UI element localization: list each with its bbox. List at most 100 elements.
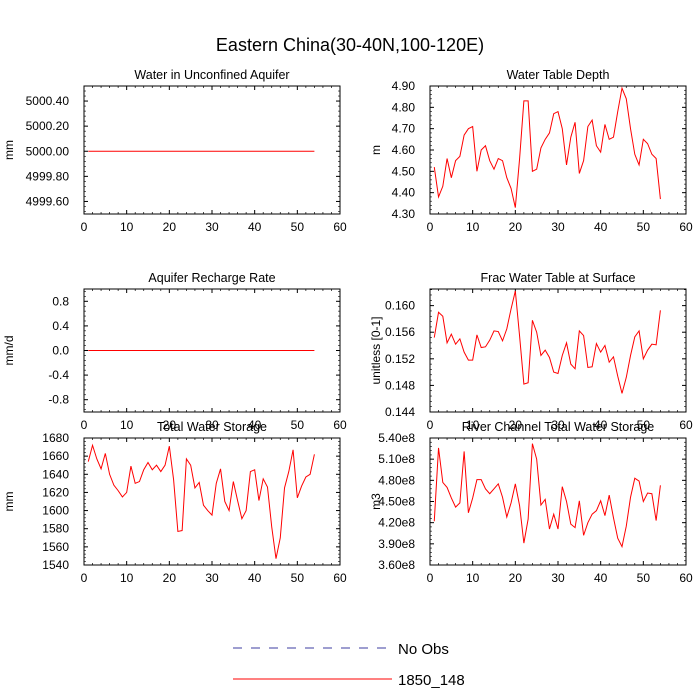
y-tick-label: 0.0	[52, 344, 69, 358]
panel-title: Water in Unconfined Aquifer	[134, 68, 289, 82]
y-tick-label: 3.60e8	[378, 558, 415, 572]
x-tick-label: 0	[427, 418, 434, 432]
y-tick-label: 5.40e8	[378, 431, 415, 445]
y-tick-label: 5000.20	[26, 119, 70, 133]
y-tick-label: 5000.40	[26, 94, 70, 108]
x-tick-label: 40	[594, 220, 608, 234]
x-tick-label: 30	[205, 571, 219, 585]
y-tick-label: 3.90e8	[378, 537, 415, 551]
chart-panel-2: Water Table Depth 0 10 20 30 40 50 60 4.30 4.40 4.…	[369, 68, 693, 234]
chart-panel-5: Total Water Storage 0 10 20 30 40 50 60 1540 1560…	[2, 420, 347, 585]
plot-frame	[83, 85, 341, 215]
x-tick-label: 60	[679, 220, 693, 234]
x-tick-label: 10	[120, 220, 134, 234]
y-tick-label: 1660	[42, 449, 69, 463]
y-axis-label: mm/d	[2, 336, 16, 366]
x-tick-label: 40	[594, 418, 608, 432]
y-tick-label: 1580	[42, 522, 69, 536]
y-tick-label: 1680	[42, 431, 69, 445]
x-tick-label: 10	[120, 571, 134, 585]
series-line-1850_148	[87, 443, 315, 559]
panel-title: Water Table Depth	[507, 68, 610, 82]
panel-title: Total Water Storage	[157, 420, 267, 434]
x-tick-label: 10	[466, 220, 480, 234]
x-tick-label: 30	[205, 220, 219, 234]
x-tick-label: 20	[163, 220, 177, 234]
x-tick-label: 40	[594, 571, 608, 585]
y-tick-label: 0.144	[385, 405, 415, 419]
x-tick-label: 20	[509, 418, 523, 432]
y-tick-label: -0.8	[48, 393, 69, 407]
y-tick-label: 0.152	[385, 352, 415, 366]
y-tick-label: 5000.00	[26, 144, 70, 158]
chart-panel-1: Water in Unconfined Aquifer 0 10 20 30 40 50 60…	[2, 68, 347, 234]
y-tick-label: 4.30	[392, 207, 416, 221]
legend-label-1850-148: 1850_148	[398, 672, 465, 689]
y-tick-label: 0.156	[385, 325, 415, 339]
x-tick-label: 30	[551, 220, 565, 234]
y-axis-label: m3	[369, 493, 383, 510]
x-tick-label: 40	[248, 418, 262, 432]
x-tick-label: 50	[637, 571, 651, 585]
y-tick-label: 4.80	[392, 100, 416, 114]
y-tick-label: 0.4	[52, 319, 69, 333]
y-tick-label: 4999.80	[26, 169, 70, 183]
chart-panel-3: Aquifer Recharge Rate 0 10 20 30 40 50 60 -0.8 -0…	[2, 271, 347, 432]
x-tick-label: 10	[120, 418, 134, 432]
x-tick-label: 0	[427, 220, 434, 234]
x-tick-label: 30	[551, 571, 565, 585]
y-tick-label: 1640	[42, 467, 69, 481]
figure-title: Eastern China(30-40N,100-120E)	[216, 35, 484, 55]
y-tick-label: 1540	[42, 558, 69, 572]
chart-panels: Water in Unconfined Aquifer 0 10 20 30 40 50 60…	[2, 68, 693, 585]
y-tick-label: 1560	[42, 540, 69, 554]
x-tick-label: 60	[679, 418, 693, 432]
y-tick-label: -0.4	[48, 368, 69, 382]
x-tick-label: 50	[291, 220, 305, 234]
y-tick-label: 4.20e8	[378, 516, 415, 530]
legend: No Obs 1850_148	[233, 641, 465, 689]
y-tick-label: 4.80e8	[378, 473, 415, 487]
x-tick-label: 20	[509, 571, 523, 585]
x-tick-label: 60	[333, 220, 347, 234]
y-tick-label: 0.8	[52, 294, 69, 308]
x-tick-label: 50	[637, 418, 651, 432]
x-tick-label: 0	[81, 571, 88, 585]
plot-frame	[83, 437, 341, 566]
y-tick-label: 4.90	[392, 79, 416, 93]
y-axis-label: m	[369, 145, 383, 155]
chart-panel-4: Frac Water Table at Surface 0 10 20 30 40 50 60…	[369, 271, 693, 432]
y-tick-label: 0.160	[385, 299, 415, 313]
x-tick-label: 50	[291, 571, 305, 585]
legend-label-no-obs: No Obs	[398, 641, 449, 658]
x-tick-label: 0	[81, 220, 88, 234]
y-tick-label: 4.50e8	[378, 495, 415, 509]
panel-title: Aquifer Recharge Rate	[148, 271, 275, 285]
x-tick-label: 20	[163, 418, 177, 432]
y-tick-label: 4.50	[392, 164, 416, 178]
series-line-1850_148	[433, 443, 661, 549]
y-tick-label: 1600	[42, 504, 69, 518]
x-tick-label: 40	[248, 571, 262, 585]
y-tick-label: 4999.60	[26, 194, 70, 208]
plot-frame	[429, 85, 687, 215]
panel-title: River Channel Total Water Storage	[462, 420, 655, 434]
x-tick-label: 0	[81, 418, 88, 432]
series-line-1850_148	[433, 290, 661, 394]
x-tick-label: 30	[205, 418, 219, 432]
plot-frame	[429, 437, 687, 566]
panel-title: Frac Water Table at Surface	[481, 271, 636, 285]
x-tick-label: 60	[333, 571, 347, 585]
x-tick-label: 50	[291, 418, 305, 432]
x-tick-label: 30	[551, 418, 565, 432]
y-axis-label: unitless [0-1]	[369, 316, 383, 384]
y-tick-label: 4.60	[392, 143, 416, 157]
x-tick-label: 20	[163, 571, 177, 585]
x-tick-label: 10	[466, 418, 480, 432]
x-tick-label: 0	[427, 571, 434, 585]
y-tick-label: 4.40	[392, 186, 416, 200]
y-tick-label: 0.148	[385, 378, 415, 392]
y-tick-label: 1620	[42, 485, 69, 499]
y-tick-label: 4.70	[392, 122, 416, 136]
